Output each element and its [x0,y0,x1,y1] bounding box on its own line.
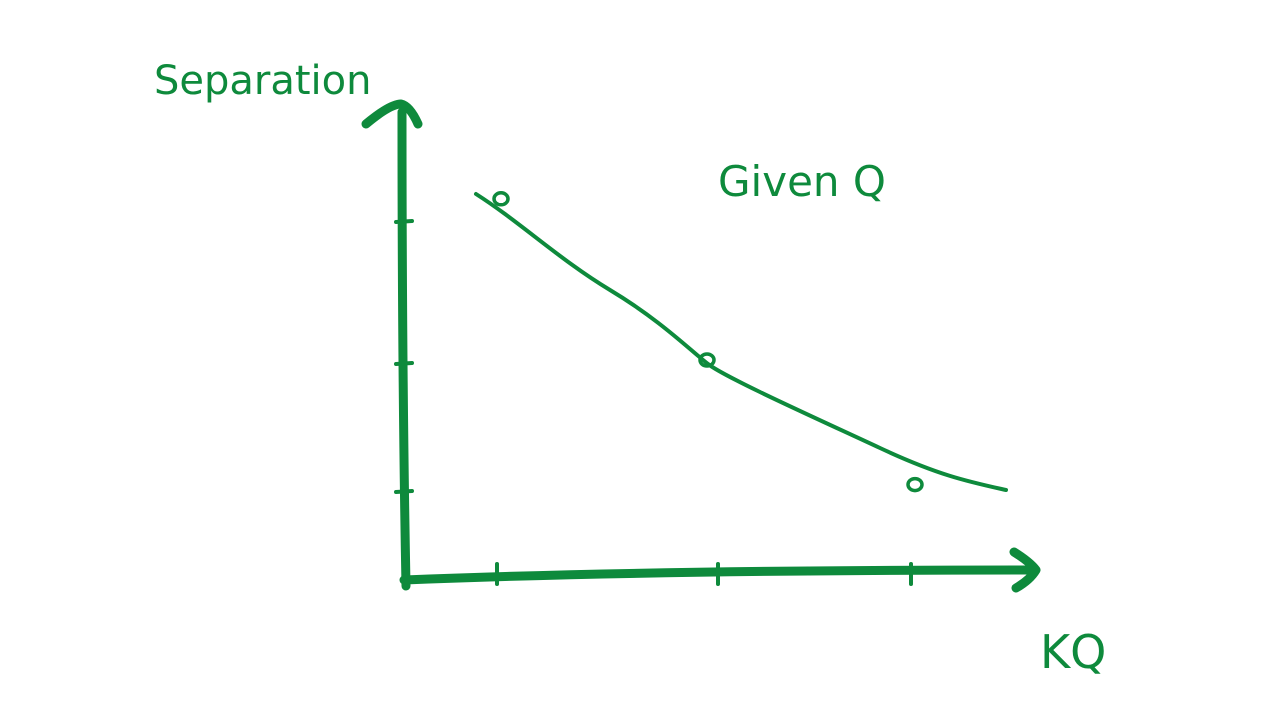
y-ticks [394,219,414,494]
data-point [906,476,924,493]
data-points [492,191,924,493]
x-axis-arrowhead [1009,547,1041,593]
y-tick [394,219,414,224]
y-axis [397,107,411,591]
x-axis-label: KQ [1040,625,1106,679]
y-axis-label: Separation [154,58,371,104]
x-axis [399,565,1035,585]
data-point [492,191,510,207]
y-tick [394,489,414,494]
x-ticks [495,562,913,586]
y-axis-arrowhead [361,99,423,129]
series-curve [474,192,1008,492]
data-point [698,352,716,368]
annotation-given-q: Given Q [718,157,886,206]
y-tick [394,361,414,366]
